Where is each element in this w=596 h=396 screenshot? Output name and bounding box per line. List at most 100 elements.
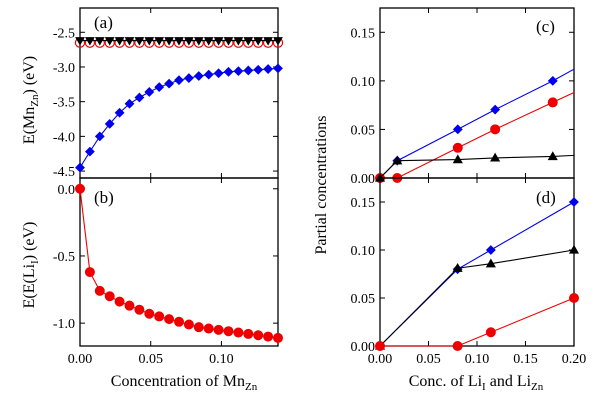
data-point-a-0-0 (75, 162, 85, 173)
plot-frame-b (79, 177, 279, 347)
xlabel-left-main: Concentration of Mn (111, 373, 245, 390)
data-point-a-0-6 (134, 92, 145, 103)
data-point-a-2-0 (75, 37, 85, 46)
ylabel-a-sub: Zn (29, 94, 41, 107)
xlabel-left: Concentration of MnZn (111, 373, 258, 393)
xtick-label-b-0: 0.00 (68, 352, 93, 367)
data-point-a-0-10 (174, 75, 184, 86)
series-line-d-2 (380, 297, 575, 347)
data-point-a-2-17 (243, 37, 254, 46)
data-point-b-0-8 (154, 311, 165, 322)
ylabel-a-main: E(Mn (21, 107, 38, 144)
data-point-a-0-20 (273, 63, 283, 74)
data-point-c-2-3 (490, 152, 501, 162)
ytick-label-d-2: 0.10 (351, 244, 376, 259)
data-point-a-2-15 (223, 37, 234, 46)
data-point-a-0-7 (144, 87, 155, 97)
series-line-d-0 (379, 201, 575, 347)
data-point-a-2-14 (213, 37, 224, 46)
data-point-b-0-4 (114, 296, 125, 307)
xtick-label-b-2: 0.10 (209, 352, 234, 367)
ytick-label-d-1: 0.05 (351, 292, 376, 307)
data-point-b-0-18 (253, 330, 264, 341)
data-point-b-0-14 (213, 324, 224, 335)
ylabel-b-main: E(E(Li (21, 263, 38, 308)
ytick-label-c-2: 0.10 (351, 75, 376, 90)
data-point-b-0-3 (104, 291, 115, 302)
data-point-b-0-2 (94, 285, 105, 296)
data-point-a-2-7 (144, 37, 155, 46)
panel-label-c: (c) (536, 17, 555, 36)
data-point-b-0-10 (174, 316, 184, 327)
data-point-a-2-1 (85, 37, 95, 46)
data-point-b-0-7 (144, 308, 155, 319)
data-point-a-0-15 (223, 66, 234, 77)
ytick-label-b-0: 0.0 (58, 183, 76, 198)
data-point-c-1-4 (547, 97, 558, 108)
data-point-a-2-5 (124, 37, 135, 46)
data-point-a-0-2 (94, 131, 105, 142)
data-point-d-1-2 (485, 258, 496, 268)
ylabel-a-tail: ) (eV) (21, 56, 38, 95)
data-point-a-2-11 (184, 37, 194, 46)
data-point-d-2-1 (452, 341, 463, 351)
data-point-a-2-6 (134, 37, 145, 46)
data-point-d-1-1 (452, 263, 463, 272)
data-point-b-0-9 (164, 314, 175, 325)
panel-d: 0.00 0.05 0.10 0.15 0.00 0.05 0.10 0.15 0.20 (351, 177, 587, 367)
data-point-a-2-13 (203, 37, 214, 46)
xlabel-right-sub2: Zn (531, 381, 544, 393)
data-point-d-2-2 (485, 327, 496, 338)
ytick-label-a-3: -4.0 (53, 130, 75, 145)
data-point-a-2-8 (154, 37, 165, 46)
data-point-a-2-10 (174, 37, 184, 46)
data-point-c-2-1 (392, 155, 403, 165)
data-point-a-0-12 (193, 71, 204, 81)
ytick-label-d-3: 0.15 (351, 196, 376, 211)
data-point-c-2-4 (547, 151, 558, 161)
data-point-c-0-3 (490, 104, 501, 115)
data-point-b-0-13 (203, 323, 214, 334)
data-point-d-0-2 (485, 245, 496, 255)
panel-label-b: (b) (94, 188, 114, 207)
series-line-c-1 (380, 92, 575, 179)
data-point-a-0-9 (164, 78, 175, 89)
xlabel-left-sub: Zn (245, 381, 258, 393)
data-point-b-0-5 (124, 300, 135, 311)
panel-label-a: (a) (94, 13, 113, 32)
xtick-label-d-4: 0.20 (562, 352, 587, 367)
data-point-c-2-2 (452, 154, 463, 164)
data-point-b-0-15 (223, 326, 234, 337)
ytick-label-a-1: -3.0 (53, 61, 75, 76)
data-point-d-2-0 (375, 341, 385, 351)
data-point-b-0-19 (263, 331, 274, 342)
data-point-b-0-12 (193, 322, 204, 333)
ytick-label-a-0: -2.5 (53, 26, 75, 41)
data-point-b-0-6 (134, 304, 145, 315)
ylabel-b-sub: I (29, 260, 41, 264)
ytick-label-b-1: -0.5 (53, 250, 75, 265)
data-point-c-1-3 (490, 124, 501, 135)
data-point-b-0-0 (75, 183, 85, 194)
data-point-a-0-19 (263, 64, 274, 74)
data-point-a-0-1 (84, 146, 95, 157)
ytick-label-d-0: 0.00 (351, 340, 376, 355)
data-point-a-2-2 (94, 37, 105, 46)
plot-frame-a (79, 7, 279, 179)
panel-a: -2.5 -3.0 -3.5 -4.0 -4.5 (53, 7, 284, 180)
data-point-c-1-2 (452, 142, 463, 153)
data-point-c-0-2 (452, 124, 463, 135)
data-point-d-1-3 (568, 244, 580, 254)
data-point-d-0-3 (569, 197, 579, 207)
data-point-d-2-3 (569, 293, 579, 303)
data-point-b-0-16 (233, 327, 244, 338)
data-point-a-2-12 (193, 37, 204, 46)
data-point-a-2-4 (114, 37, 125, 46)
ylabel-b-tail: ) (eV) (21, 222, 38, 261)
ytick-label-c-1: 0.05 (351, 123, 376, 138)
data-point-a-0-18 (253, 64, 264, 75)
panel-c: 0.00 0.05 0.10 0.15 (351, 7, 575, 187)
data-point-a-2-3 (104, 37, 115, 46)
ytick-label-b-2: -1.0 (53, 317, 75, 332)
